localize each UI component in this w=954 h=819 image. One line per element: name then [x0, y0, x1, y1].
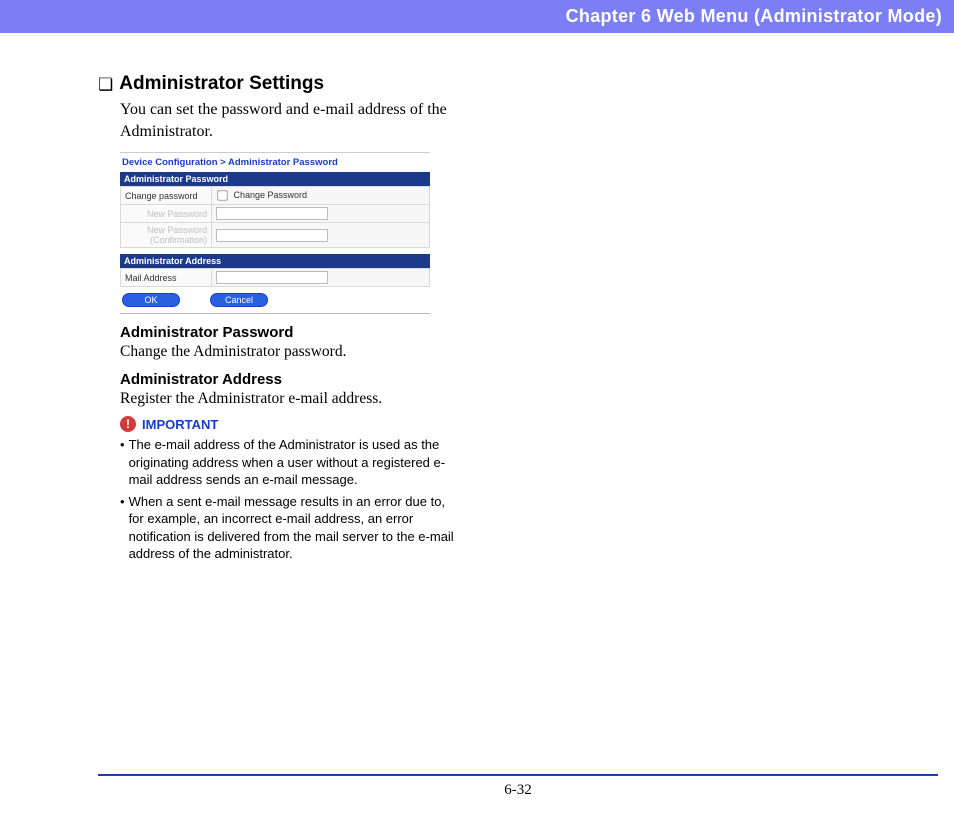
mail-address-cell — [212, 269, 430, 287]
subsection-password-heading: Administrator Password — [120, 324, 458, 341]
bullet-icon: • — [120, 493, 125, 563]
cancel-button[interactable]: Cancel — [210, 293, 268, 307]
page-footer: 6-32 — [98, 774, 938, 799]
section-intro: You can set the password and e-mail addr… — [120, 99, 458, 142]
table-row: New Password (Confirmation) — [121, 223, 430, 248]
section-title: Administrator Settings — [119, 73, 324, 95]
password-section-header: Administrator Password — [120, 172, 430, 186]
footer-rule — [98, 774, 938, 776]
row-label-new: New Password — [121, 205, 212, 223]
mail-address-input[interactable] — [216, 271, 328, 284]
bookmark-icon: ❏ — [98, 76, 113, 93]
table-row: New Password — [121, 205, 430, 223]
subsection-address-body: Register the Administrator e-mail addres… — [120, 390, 458, 408]
list-item: • When a sent e-mail message results in … — [120, 493, 458, 563]
change-password-checkbox[interactable] — [217, 190, 227, 200]
bullet-icon: • — [120, 436, 125, 489]
note-text: When a sent e-mail message results in an… — [129, 493, 458, 563]
important-label: IMPORTANT — [142, 417, 218, 432]
confirm-password-cell — [212, 223, 430, 248]
chapter-header: Chapter 6 Web Menu (Administrator Mode) — [0, 0, 954, 33]
exclamation-icon: ! — [120, 416, 136, 432]
new-password-input[interactable] — [216, 207, 328, 220]
subsection-password-body: Change the Administrator password. — [120, 343, 458, 361]
row-label-change: Change password — [121, 187, 212, 205]
address-table: Mail Address — [120, 268, 430, 287]
row-label-mail: Mail Address — [121, 269, 212, 287]
ok-button[interactable]: OK — [122, 293, 180, 307]
important-notes-list: • The e-mail address of the Administrato… — [120, 436, 458, 563]
confirm-password-input[interactable] — [216, 229, 328, 242]
row-label-conf: New Password (Confirmation) — [121, 223, 212, 248]
subsection-address-heading: Administrator Address — [120, 371, 458, 388]
section-heading-row: ❏ Administrator Settings — [98, 73, 458, 95]
change-password-checkbox-label: Change Password — [234, 190, 308, 200]
password-table: Change password Change Password New Pass… — [120, 186, 430, 248]
table-row: Mail Address — [121, 269, 430, 287]
new-password-cell — [212, 205, 430, 223]
table-row: Change password Change Password — [121, 187, 430, 205]
page-body: ❏ Administrator Settings You can set the… — [0, 33, 954, 819]
button-row: OK Cancel — [120, 287, 430, 309]
change-password-cell: Change Password — [212, 187, 430, 205]
list-item: • The e-mail address of the Administrato… — [120, 436, 458, 489]
note-text: The e-mail address of the Administrator … — [129, 436, 458, 489]
address-section-header: Administrator Address — [120, 254, 430, 268]
page-number: 6-32 — [98, 782, 938, 799]
important-callout: ! IMPORTANT — [120, 416, 458, 432]
breadcrumb: Device Configuration > Administrator Pas… — [120, 153, 430, 172]
config-screenshot: Device Configuration > Administrator Pas… — [120, 152, 430, 314]
